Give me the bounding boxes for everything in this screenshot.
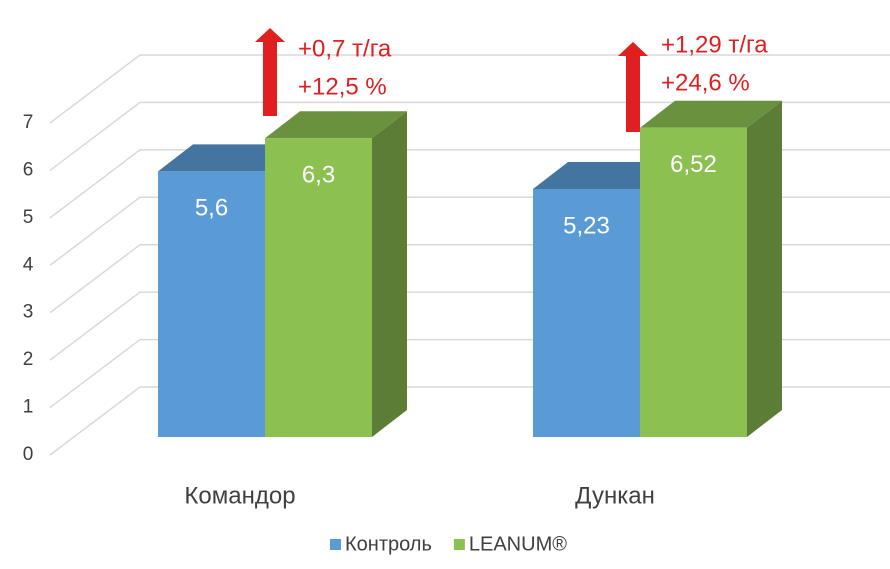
y-tick-label: 3 bbox=[23, 302, 34, 323]
legend-swatch bbox=[330, 539, 341, 550]
bar-top bbox=[158, 144, 300, 172]
x-tick-label: Дункан bbox=[575, 482, 655, 509]
bar-top bbox=[265, 111, 407, 139]
y-tick-label: 4 bbox=[23, 254, 34, 275]
y-tick-label: 0 bbox=[23, 444, 34, 465]
y-tick-label: 7 bbox=[23, 112, 34, 133]
value-label: 6,52 bbox=[670, 151, 717, 178]
bar bbox=[265, 111, 407, 437]
y-tick-label: 5 bbox=[23, 207, 34, 228]
annotation-arrow bbox=[618, 42, 648, 132]
bar-front bbox=[265, 138, 372, 437]
bar-side bbox=[747, 100, 782, 437]
bar-top bbox=[533, 161, 675, 189]
annotation: +12,5 % bbox=[298, 73, 387, 100]
y-tick-label: 6 bbox=[23, 159, 34, 180]
bar-front bbox=[640, 127, 747, 437]
bar-side bbox=[372, 111, 407, 437]
bar-front bbox=[533, 188, 640, 437]
bar bbox=[640, 100, 782, 437]
value-label: 5,6 bbox=[195, 195, 228, 222]
y-tick-label: 1 bbox=[23, 397, 34, 418]
bar-top bbox=[640, 100, 782, 128]
annotation: +1,29 т/га bbox=[661, 31, 768, 58]
annotation: +24,6 % bbox=[661, 69, 750, 96]
annotation: +0,7 т/га bbox=[298, 35, 392, 62]
legend-label: Контроль bbox=[345, 533, 432, 555]
bar-front bbox=[158, 171, 265, 437]
annotation-arrow bbox=[255, 28, 285, 116]
y-tick-label: 2 bbox=[23, 349, 34, 370]
value-label: 6,3 bbox=[302, 162, 335, 189]
value-label: 5,23 bbox=[563, 212, 610, 239]
legend-swatch bbox=[453, 539, 465, 550]
legend-label: LEANUM® bbox=[469, 533, 567, 555]
x-tick-label: Командор bbox=[184, 482, 295, 509]
